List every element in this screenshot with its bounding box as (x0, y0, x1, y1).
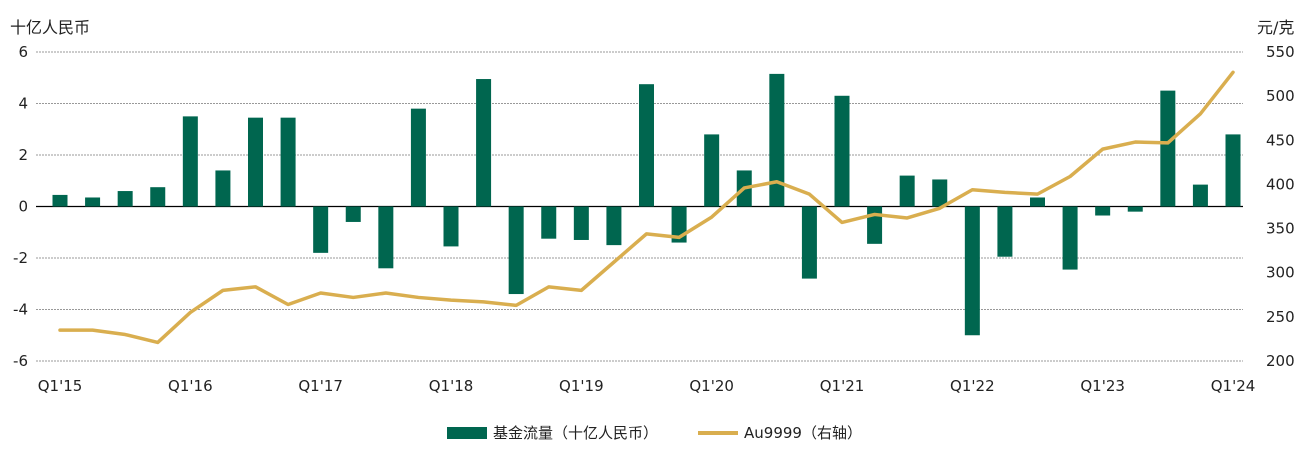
right-tick-label: 500 (1266, 87, 1295, 105)
x-tick-label: Q1'18 (429, 377, 474, 395)
bar (280, 117, 296, 207)
right-tick-label: 550 (1266, 43, 1295, 61)
bar (85, 197, 101, 207)
x-tick-label: Q1'21 (820, 377, 865, 395)
left-tick-label: -6 (13, 352, 28, 370)
right-axis-label: 元/克 (1257, 18, 1294, 37)
left-tick-label: 4 (18, 95, 28, 113)
legend-label: Au9999（右轴） (744, 424, 862, 442)
x-tick-label: Q1'15 (38, 377, 83, 395)
bar (964, 206, 980, 336)
bar (997, 206, 1013, 257)
legend-item-au9999: Au9999（右轴） (698, 422, 862, 443)
x-tick-label: Q1'23 (1080, 377, 1125, 395)
x-tick-label: Q1'20 (689, 377, 734, 395)
left-tick-label: -4 (13, 301, 28, 319)
legend-item-fund-flow: 基金流量（十亿人民币） (447, 422, 658, 443)
bar (834, 95, 850, 207)
x-tick-label: Q1'24 (1211, 377, 1256, 395)
bar (1192, 184, 1208, 207)
bar (1127, 206, 1143, 212)
bar (410, 108, 426, 207)
bar (769, 73, 785, 207)
right-tick-label: 400 (1266, 175, 1295, 193)
bar (704, 134, 720, 207)
bar (1160, 90, 1176, 207)
bar (215, 170, 231, 207)
bar (182, 116, 198, 207)
legend-label: 基金流量（十亿人民币） (493, 424, 659, 442)
left-tick-label: -2 (13, 249, 28, 267)
bar (476, 79, 492, 207)
bar (606, 206, 622, 246)
right-tick-label: 300 (1266, 264, 1295, 282)
bar (932, 179, 948, 207)
left-tick-label: 0 (18, 198, 28, 216)
bar (801, 206, 817, 279)
bar (345, 206, 361, 222)
right-tick-label: 250 (1266, 308, 1295, 326)
bar (117, 191, 133, 207)
bar (639, 84, 654, 207)
right-tick-label: 350 (1266, 220, 1295, 238)
left-tick-label: 6 (18, 43, 28, 61)
bar (150, 187, 166, 207)
bar (573, 206, 589, 240)
right-tick-label: 200 (1266, 352, 1295, 370)
bar (541, 206, 557, 239)
bar (313, 206, 329, 253)
x-tick-label: Q1'19 (559, 377, 604, 395)
legend-swatch-line (698, 430, 739, 435)
x-tick-label: Q1'17 (298, 377, 343, 395)
bar (378, 206, 394, 269)
legend: 基金流量（十亿人民币） Au9999（右轴） (0, 422, 1309, 443)
bar (1095, 206, 1111, 216)
bar (1030, 197, 1045, 207)
right-tick-label: 450 (1266, 131, 1295, 149)
legend-swatch-bar (447, 426, 488, 439)
bar (52, 194, 68, 207)
bar (1225, 134, 1241, 207)
x-tick-label: Q1'16 (168, 377, 213, 395)
chart-svg: 十亿人民币 元/克 6 4 2 0 -2 -4 -6 550 500 450 400 350 300 25… (10, 18, 1295, 395)
left-axis-label: 十亿人民币 (10, 18, 90, 37)
x-tick-label: Q1'22 (950, 377, 995, 395)
bar (508, 206, 524, 295)
bar (1062, 206, 1078, 270)
bar (899, 175, 915, 207)
bar (867, 206, 883, 244)
bar (248, 117, 263, 207)
left-tick-label: 2 (18, 146, 28, 164)
price-line (58, 70, 1235, 345)
bar (443, 206, 459, 247)
